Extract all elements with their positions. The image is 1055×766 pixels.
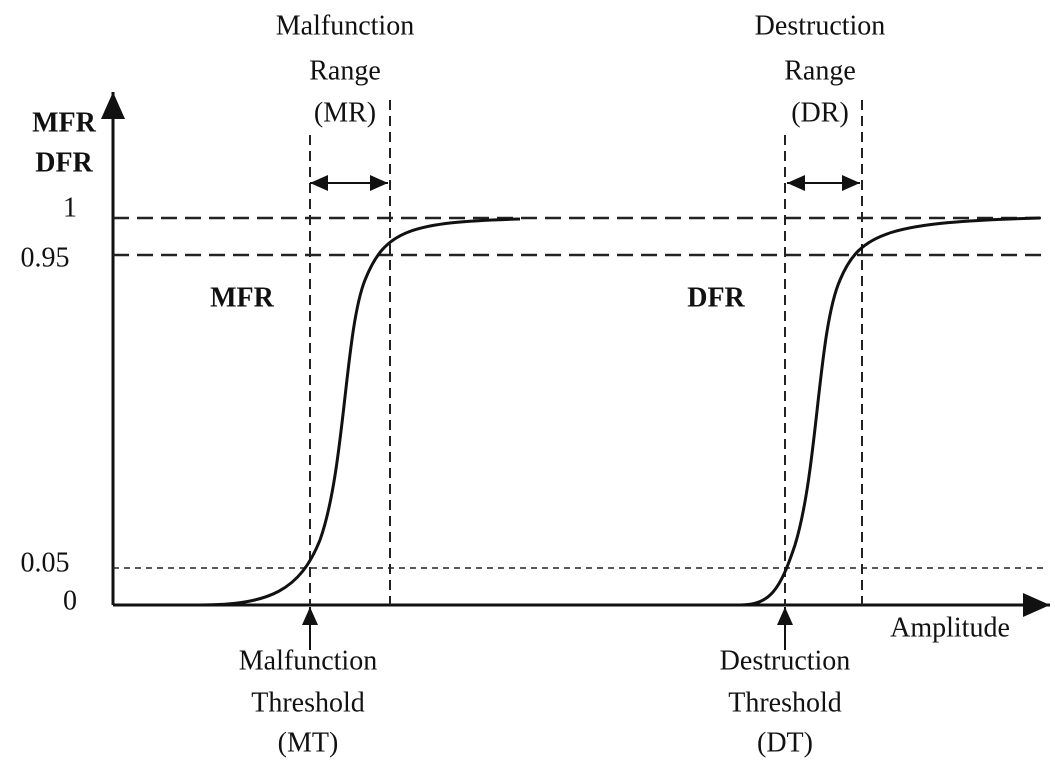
y-tick-label: 1 bbox=[63, 192, 77, 223]
label: Destruction bbox=[755, 10, 886, 41]
label: Threshold bbox=[251, 687, 365, 718]
label: Destruction bbox=[720, 645, 851, 676]
y-tick-label: 0.95 bbox=[21, 242, 70, 273]
curve-label: DFR bbox=[687, 282, 745, 313]
label: Range bbox=[784, 55, 856, 86]
label: Malfunction bbox=[239, 645, 377, 676]
x-axis-label: Amplitude bbox=[890, 612, 1010, 643]
axes bbox=[101, 92, 1050, 617]
label: (DT) bbox=[757, 727, 813, 758]
y-tick-label: 0 bbox=[63, 585, 77, 616]
label: Threshold bbox=[728, 687, 842, 718]
y-tick-label: 0.05 bbox=[21, 547, 70, 578]
y-axis-label: MFR bbox=[32, 107, 97, 138]
range-arrows bbox=[302, 175, 860, 650]
label: (MT) bbox=[278, 727, 339, 758]
label: (DR) bbox=[791, 97, 849, 128]
y-axis-label: DFR bbox=[35, 147, 93, 178]
label: Range bbox=[309, 55, 381, 86]
curve-label: MFR bbox=[210, 282, 275, 313]
labels: Malfunction Range (MR) Destruction Range… bbox=[21, 10, 1010, 758]
label: (MR) bbox=[314, 97, 376, 128]
curves bbox=[199, 216, 1041, 607]
label: Malfunction bbox=[276, 10, 414, 41]
guide-lines bbox=[113, 100, 1045, 605]
